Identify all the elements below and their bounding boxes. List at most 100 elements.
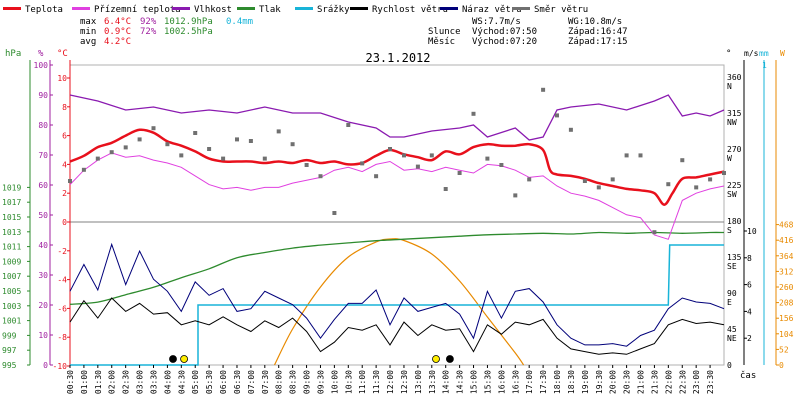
wind-direction-point bbox=[332, 211, 337, 215]
hpa-tick-label: 1007 bbox=[2, 272, 21, 281]
legend-item: Náraz větru bbox=[440, 5, 522, 15]
time-tick-label: 20:00 bbox=[609, 370, 618, 394]
wind-direction-point bbox=[402, 153, 406, 158]
wind-direction-point bbox=[360, 161, 365, 166]
wind-direction-point bbox=[276, 129, 281, 134]
hpa-tick-label: 999 bbox=[2, 331, 17, 340]
wind-direction-point bbox=[81, 167, 86, 172]
compass-label: SE bbox=[727, 262, 737, 271]
legend-label: Tlak bbox=[259, 5, 281, 15]
time-axis-label: čas bbox=[740, 370, 756, 381]
legend-swatch bbox=[295, 7, 313, 10]
time-tick-label: 07:30 bbox=[261, 370, 270, 394]
hpa-tick-label: 1019 bbox=[2, 183, 21, 192]
moonset-info: Západ:17:15 bbox=[568, 37, 628, 47]
wm2-tick-label: 0 bbox=[779, 361, 784, 370]
series bbox=[68, 87, 726, 366]
legend-label: Vlhkost bbox=[194, 5, 232, 15]
hpa-tick-label: 1009 bbox=[2, 257, 21, 266]
time-tick-label: 19:30 bbox=[595, 370, 604, 394]
hpa-tick-label: 995 bbox=[2, 361, 17, 370]
pct-tick-label: 0 bbox=[43, 361, 48, 370]
time-tick-label: 02:30 bbox=[122, 370, 131, 394]
wind-direction-point bbox=[95, 156, 100, 161]
time-tick-label: 16:30 bbox=[511, 370, 520, 394]
pct-tick-label: 10 bbox=[38, 331, 48, 340]
stats-humidity: 72% bbox=[140, 27, 157, 37]
time-tick-label: 02:00 bbox=[108, 370, 117, 394]
wind-direction-point bbox=[582, 179, 587, 183]
wind-direction-point bbox=[596, 185, 601, 190]
wm2-tick-label: 156 bbox=[779, 314, 794, 323]
wind-direction-point bbox=[221, 156, 226, 161]
dir-tick-label: 360 bbox=[727, 73, 742, 82]
wm2-axis-label: W bbox=[780, 49, 785, 58]
stats-label: min bbox=[80, 27, 96, 37]
humidity-line bbox=[69, 94, 725, 141]
compass-label: N bbox=[727, 82, 732, 91]
hpa-tick-label: 1005 bbox=[2, 287, 21, 296]
legend-item: Srážky bbox=[295, 5, 350, 15]
time-tick-label: 22:00 bbox=[664, 370, 673, 394]
chart-title: 23.1.2012 bbox=[365, 51, 430, 65]
wm2-tick-label: 364 bbox=[779, 252, 794, 261]
wind-direction-point bbox=[527, 177, 532, 182]
time-tick-label: 07:00 bbox=[247, 370, 256, 394]
pct-tick-label: 80 bbox=[38, 121, 48, 130]
wind-direction-point bbox=[499, 163, 504, 167]
dir-tick-label: 90 bbox=[727, 289, 737, 298]
legend-item: Teplota bbox=[3, 5, 63, 15]
dir-tick-label: 315 bbox=[727, 109, 742, 118]
wind-direction-point bbox=[207, 147, 212, 151]
degc-tick-label: 8 bbox=[62, 103, 67, 112]
ms-tick-label: 6 bbox=[747, 281, 752, 290]
wind-direction-point bbox=[694, 185, 699, 190]
time-tick-label: 09:30 bbox=[317, 370, 326, 394]
wind-direction-point bbox=[109, 150, 114, 155]
legend-item: Tlak bbox=[237, 5, 281, 15]
ms-tick-label: 2 bbox=[747, 334, 752, 343]
compass-label: W bbox=[727, 154, 732, 163]
wind-direction-point bbox=[513, 193, 518, 198]
wind-direction-point bbox=[652, 230, 657, 235]
sun-label: Slunce bbox=[428, 27, 461, 37]
time-tick-label: 23:00 bbox=[692, 370, 701, 394]
compass-label: S bbox=[727, 226, 732, 235]
legend-label: Náraz větru bbox=[462, 5, 522, 15]
stats-rain: 0.4mm bbox=[226, 17, 253, 27]
stats-label: avg bbox=[80, 37, 96, 47]
legend-swatch bbox=[172, 7, 190, 10]
dir-tick-label: 270 bbox=[727, 145, 742, 154]
dir-tick-label: 0 bbox=[727, 361, 732, 370]
time-tick-label: 21:00 bbox=[637, 370, 646, 394]
compass-label: E bbox=[727, 298, 732, 307]
time-tick-label: 17:00 bbox=[525, 370, 534, 394]
time-tick-label: 03:30 bbox=[150, 370, 159, 394]
wind-direction-point bbox=[471, 111, 476, 116]
wind-direction-point bbox=[638, 153, 643, 158]
wind-direction-point bbox=[374, 174, 379, 179]
mm-tick-label: 1 bbox=[762, 61, 767, 70]
wind-gust-info: WG:10.8m/s bbox=[568, 17, 622, 27]
time-tick-label: 12:00 bbox=[386, 370, 395, 394]
time-tick-label: 01:00 bbox=[80, 370, 89, 394]
wind-speed-info: WS:7.7m/s bbox=[472, 17, 521, 27]
rain-line bbox=[70, 244, 724, 366]
time-tick-label: 00:30 bbox=[66, 370, 75, 394]
time-tick-label: 18:00 bbox=[553, 370, 562, 394]
wind-direction-point bbox=[708, 177, 713, 182]
time-tick-label: 14:00 bbox=[442, 370, 451, 394]
hpa-tick-label: 1015 bbox=[2, 213, 21, 222]
solar-radiation-line bbox=[273, 238, 525, 366]
compass-label: SW bbox=[727, 190, 737, 199]
wind-direction-point bbox=[262, 156, 267, 161]
degc-tick-label: 6 bbox=[62, 132, 67, 141]
x-axis: 00:30 01:00 01:30 02:00 02:30 03:00 03:30 04:00… bbox=[66, 365, 756, 394]
legend-swatch bbox=[237, 7, 255, 10]
time-tick-label: 16:00 bbox=[497, 370, 506, 394]
dir-axis-label: ° bbox=[726, 49, 731, 59]
degc-tick-label: -4 bbox=[57, 276, 67, 285]
degc-tick-label: -2 bbox=[57, 247, 67, 256]
wind-direction-point bbox=[137, 137, 142, 142]
